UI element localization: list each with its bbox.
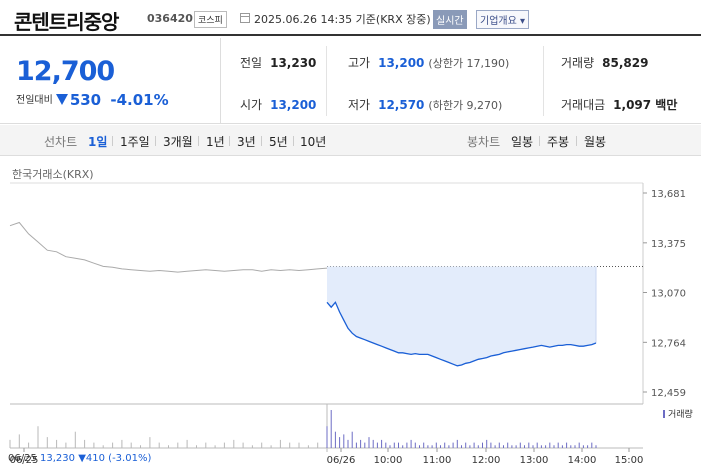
tab-3months[interactable]: 3개월 <box>163 135 193 149</box>
tab-1day[interactable]: 1일 <box>88 135 108 149</box>
tab-divider <box>293 136 294 146</box>
tab-divider <box>261 136 262 146</box>
prev-day-change: ▼410 <box>78 453 105 464</box>
quote-info-table: 전일 13,230 고가 13,200 (상한가 17,190) 거래량 85,829 … <box>221 38 701 124</box>
tab-10years[interactable]: 10년 <box>300 135 327 149</box>
stock-code: 036420 <box>147 12 193 25</box>
change-percent: -4.01% <box>110 91 169 109</box>
volume-cell: 거래량 85,829 <box>561 54 648 71</box>
column-divider <box>326 46 327 116</box>
high-label: 고가 <box>348 56 371 70</box>
x-tick-label: 10:00 <box>374 455 403 466</box>
change-amount: 530 <box>69 91 102 109</box>
x-tick-label: 06/26 <box>327 455 356 466</box>
change-label: 전일대비 <box>16 95 53 106</box>
x-tick-label: 11:00 <box>423 455 452 466</box>
tab-3years[interactable]: 3년 <box>237 135 256 149</box>
stock-header: 콘텐트리중앙 036420 코스피 2025.06.26 14:35 기준(KR… <box>0 0 701 36</box>
open-label: 시가 <box>240 98 263 112</box>
volume-label: 거래량 <box>561 56 595 70</box>
y-tick-label: 13,375 <box>651 239 686 250</box>
tab-divider <box>576 136 577 146</box>
prev-day-price-line <box>9 221 328 273</box>
prev-day-date: 06/25 <box>8 453 37 464</box>
down-triangle-icon <box>55 94 68 105</box>
y-tick-label: 12,764 <box>651 338 686 349</box>
x-tick-label: 12:00 <box>472 455 501 466</box>
y-tick-label: 12,459 <box>651 388 686 399</box>
volume-legend: 거래량 <box>663 407 693 420</box>
tab-divider <box>112 136 113 146</box>
tab-divider <box>198 136 199 146</box>
x-tick-label: 06/25 <box>10 455 39 466</box>
tab-divider <box>155 136 156 146</box>
tab-1year[interactable]: 1년 <box>206 135 225 149</box>
low-value: 12,570 <box>378 98 425 112</box>
upper-limit: (상한가 17,190) <box>428 57 510 70</box>
line-chart-title: 선차트 <box>44 135 78 149</box>
today-price-line <box>326 301 597 367</box>
tab-weekly[interactable]: 주봉 <box>547 135 570 149</box>
candle-chart-title: 봉차트 <box>467 135 501 149</box>
price-summary: 12,700 전일대비 530 -4.01% <box>0 38 221 124</box>
price-change: 전일대비 530 -4.01% <box>16 91 169 109</box>
calendar-icon <box>240 13 250 23</box>
realtime-button[interactable]: 실시간 <box>433 10 467 29</box>
amount-cell: 거래대금 1,097 백만 <box>561 96 677 113</box>
volume-value: 85,829 <box>602 56 649 70</box>
lower-limit: (하한가 9,270) <box>428 99 503 112</box>
y-tick-label: 13,681 <box>651 189 686 200</box>
column-divider <box>543 46 544 116</box>
prev-close-cell: 전일 13,230 <box>240 54 316 71</box>
x-tick-label: 13:00 <box>520 455 549 466</box>
tab-5years[interactable]: 5년 <box>269 135 288 149</box>
tab-divider <box>539 136 540 146</box>
prev-day-change-pct: (-3.01%) <box>108 453 152 464</box>
prev-day-info: 06/25 13,230 ▼410 (-3.01%) <box>8 453 151 464</box>
today-area-fill <box>327 266 596 366</box>
prev-day-close: 13,230 <box>40 453 76 464</box>
market-badge: 코스피 <box>194 11 227 28</box>
current-price: 12,700 <box>16 56 115 87</box>
low-label: 저가 <box>348 98 371 112</box>
y-tick-label: 13,070 <box>651 289 686 300</box>
high-cell: 고가 13,200 (상한가 17,190) <box>348 54 509 71</box>
x-tick-label: 14:00 <box>568 455 597 466</box>
stock-name: 콘텐트리중앙 <box>14 10 119 34</box>
open-cell: 시가 13,200 <box>240 96 316 113</box>
low-cell: 저가 12,570 (하한가 9,270) <box>348 96 502 113</box>
amount-label: 거래대금 <box>561 98 606 112</box>
chart-period-tabs: 선차트 1일 1주일 3개월 1년 3년 5년 10년 봉차트 일봉 주봉 월봉 <box>0 125 701 156</box>
open-value: 13,200 <box>270 98 317 112</box>
tab-monthly[interactable]: 월봉 <box>584 135 607 149</box>
tab-divider <box>229 136 230 146</box>
company-overview-button[interactable]: 기업개요 ▾ <box>476 10 529 29</box>
x-tick-label: 15:00 <box>615 455 644 466</box>
tab-1week[interactable]: 1주일 <box>120 135 150 149</box>
data-source: 한국거래소(KRX) <box>12 168 94 181</box>
prev-close-value: 13,230 <box>270 56 317 70</box>
amount-value: 1,097 백만 <box>613 98 678 112</box>
tab-daily[interactable]: 일봉 <box>511 135 534 149</box>
quote-datetime: 2025.06.26 14:35 기준(KRX 장중) <box>254 13 431 26</box>
prev-close-label: 전일 <box>240 56 263 70</box>
high-value: 13,200 <box>378 56 425 70</box>
